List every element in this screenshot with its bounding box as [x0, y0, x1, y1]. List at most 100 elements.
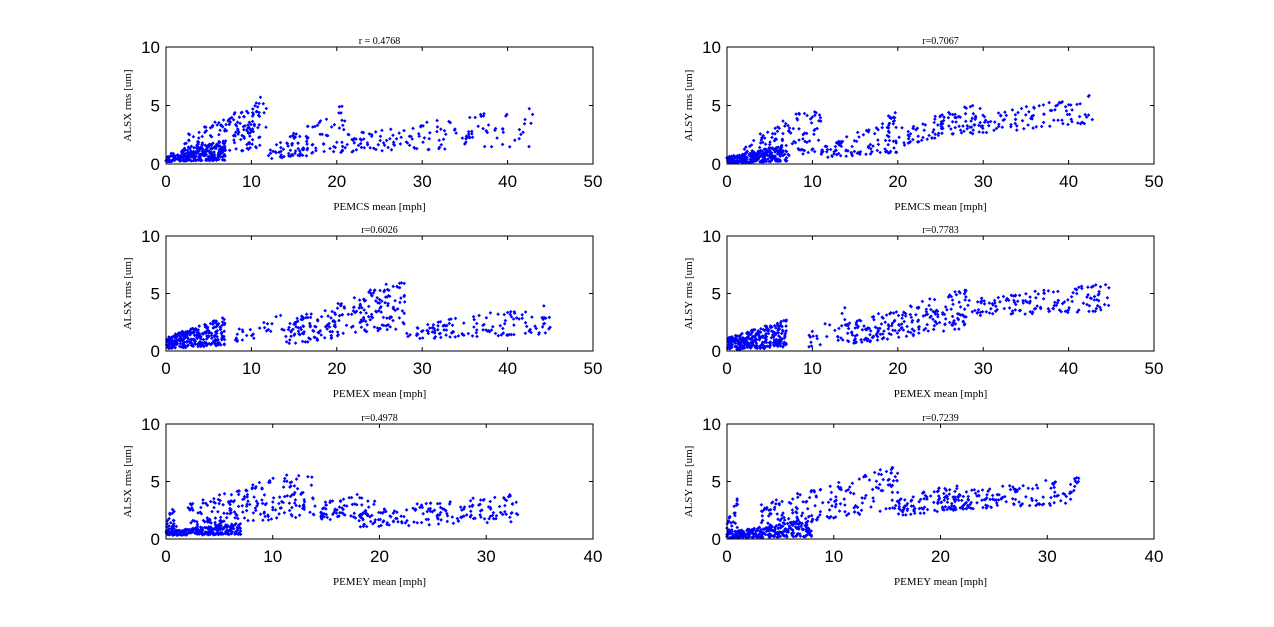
data-point	[782, 318, 786, 323]
data-point	[380, 511, 385, 515]
data-point	[368, 515, 372, 519]
data-point	[277, 512, 281, 516]
data-point	[880, 336, 885, 341]
data-point	[358, 137, 363, 141]
data-point	[895, 478, 899, 483]
data-point	[1085, 302, 1089, 307]
data-point	[488, 499, 492, 504]
data-point	[234, 130, 238, 135]
data-point	[982, 299, 986, 303]
data-point	[904, 334, 909, 338]
data-point	[325, 327, 329, 331]
data-point	[1055, 494, 1059, 498]
data-point	[362, 308, 366, 312]
data-point	[393, 308, 397, 313]
data-point	[760, 340, 765, 345]
data-point	[528, 327, 533, 332]
data-point	[735, 525, 739, 530]
data-point	[216, 322, 221, 326]
data-point	[886, 142, 890, 147]
data-point	[306, 474, 310, 479]
data-point	[196, 149, 200, 154]
data-point	[183, 527, 188, 532]
data-point	[437, 138, 441, 143]
data-point	[329, 316, 333, 320]
data-point	[757, 155, 762, 159]
data-point	[241, 124, 246, 129]
data-point	[482, 144, 487, 149]
data-point	[908, 132, 913, 136]
data-point	[411, 126, 415, 131]
data-point	[940, 131, 944, 136]
data-point	[772, 507, 777, 512]
data-point	[775, 321, 780, 326]
data-point	[484, 128, 488, 133]
data-point	[191, 528, 195, 533]
data-point	[197, 332, 202, 337]
data-point	[733, 344, 738, 348]
data-point	[864, 474, 868, 479]
data-point	[760, 509, 764, 514]
data-point	[190, 501, 195, 506]
data-point	[236, 492, 241, 497]
data-point	[473, 115, 477, 120]
data-point	[296, 473, 301, 478]
data-point	[453, 335, 458, 339]
data-point	[834, 141, 839, 145]
data-point	[177, 528, 182, 533]
data-point	[751, 339, 755, 344]
data-point	[183, 531, 188, 535]
data-point	[362, 146, 367, 150]
data-point	[762, 147, 766, 151]
data-point	[477, 313, 481, 318]
data-point	[761, 344, 765, 348]
data-point	[194, 528, 198, 532]
data-point	[292, 484, 297, 488]
data-point	[435, 129, 439, 134]
data-point	[229, 507, 233, 512]
data-point	[486, 123, 491, 127]
data-point	[871, 499, 876, 503]
data-point	[900, 126, 904, 130]
data-point	[328, 146, 332, 151]
data-point	[1076, 476, 1081, 481]
data-point	[254, 508, 258, 513]
data-point	[803, 139, 807, 144]
data-point	[941, 329, 946, 333]
data-point	[779, 331, 784, 336]
data-point	[929, 314, 933, 319]
data-point	[383, 300, 387, 305]
data-point	[831, 516, 836, 520]
data-point	[186, 337, 191, 341]
data-point	[906, 129, 910, 134]
data-point	[790, 532, 795, 537]
data-point	[794, 510, 798, 514]
data-point	[801, 137, 805, 141]
data-point	[196, 344, 200, 349]
data-point	[807, 527, 811, 532]
data-point	[448, 500, 452, 504]
data-point	[315, 336, 319, 341]
data-point	[201, 337, 206, 342]
data-point	[931, 327, 936, 332]
data-point	[881, 477, 885, 482]
data-point	[359, 138, 364, 142]
data-point	[767, 142, 772, 147]
data-point	[399, 519, 404, 524]
data-point	[368, 146, 372, 150]
data-point	[768, 151, 773, 156]
data-point	[381, 315, 386, 320]
data-point	[837, 480, 841, 485]
data-point	[220, 323, 225, 327]
data-point	[364, 311, 368, 315]
data-point	[319, 516, 324, 520]
data-point	[175, 339, 179, 344]
data-point	[940, 113, 945, 117]
data-point	[873, 325, 878, 329]
data-point	[937, 486, 941, 491]
data-point	[815, 518, 819, 522]
data-point	[207, 334, 211, 339]
data-point	[339, 111, 343, 115]
y-axis-label: ALSX rms [um]	[122, 257, 134, 329]
